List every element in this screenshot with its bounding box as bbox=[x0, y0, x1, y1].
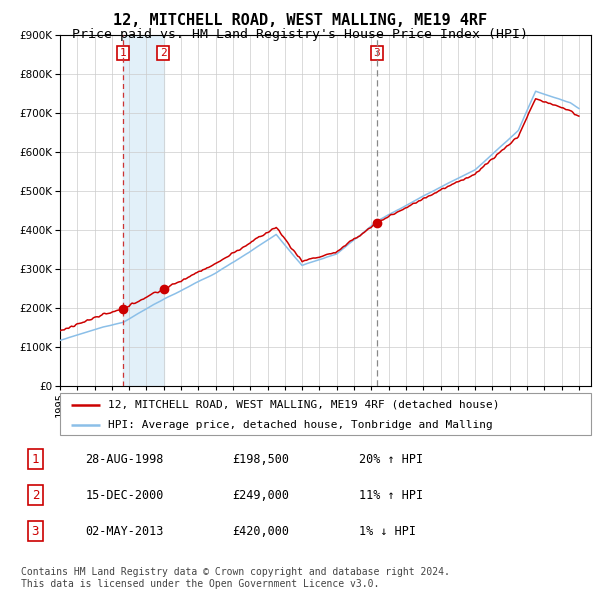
Text: 28-AUG-1998: 28-AUG-1998 bbox=[85, 453, 164, 466]
Text: £420,000: £420,000 bbox=[232, 525, 289, 538]
Text: 1: 1 bbox=[120, 48, 127, 58]
Text: 2: 2 bbox=[160, 48, 166, 58]
Text: Price paid vs. HM Land Registry's House Price Index (HPI): Price paid vs. HM Land Registry's House … bbox=[72, 28, 528, 41]
Bar bbox=[124, 35, 164, 386]
Text: 1: 1 bbox=[32, 453, 39, 466]
Text: 20% ↑ HPI: 20% ↑ HPI bbox=[359, 453, 423, 466]
Text: 12, MITCHELL ROAD, WEST MALLING, ME19 4RF (detached house): 12, MITCHELL ROAD, WEST MALLING, ME19 4R… bbox=[108, 400, 499, 410]
Text: 2: 2 bbox=[32, 489, 39, 502]
Text: 3: 3 bbox=[32, 525, 39, 538]
Text: 02-MAY-2013: 02-MAY-2013 bbox=[85, 525, 164, 538]
Text: Contains HM Land Registry data © Crown copyright and database right 2024.
This d: Contains HM Land Registry data © Crown c… bbox=[21, 567, 450, 589]
Text: 3: 3 bbox=[374, 48, 380, 58]
Text: 1% ↓ HPI: 1% ↓ HPI bbox=[359, 525, 416, 538]
Text: HPI: Average price, detached house, Tonbridge and Malling: HPI: Average price, detached house, Tonb… bbox=[108, 420, 493, 430]
Text: 12, MITCHELL ROAD, WEST MALLING, ME19 4RF: 12, MITCHELL ROAD, WEST MALLING, ME19 4R… bbox=[113, 13, 487, 28]
Text: 15-DEC-2000: 15-DEC-2000 bbox=[85, 489, 164, 502]
Text: £198,500: £198,500 bbox=[232, 453, 289, 466]
Text: 11% ↑ HPI: 11% ↑ HPI bbox=[359, 489, 423, 502]
FancyBboxPatch shape bbox=[60, 393, 591, 435]
Text: £249,000: £249,000 bbox=[232, 489, 289, 502]
